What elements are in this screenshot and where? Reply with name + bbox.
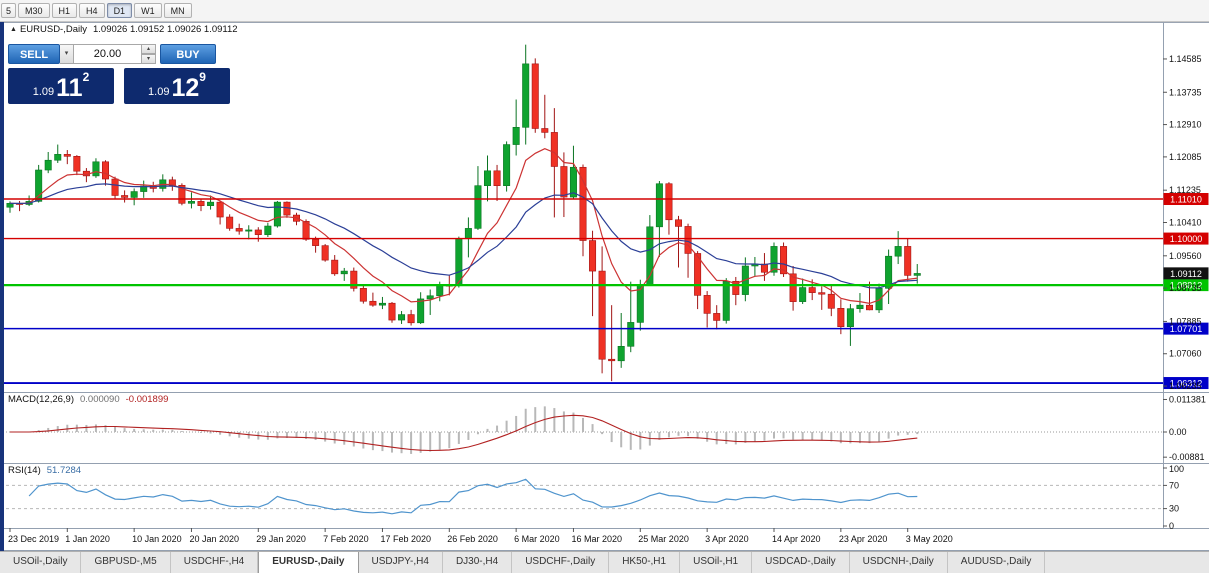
svg-text:1.07060: 1.07060 <box>1169 349 1202 359</box>
timeframe-button-w1[interactable]: W1 <box>134 3 162 18</box>
svg-text:1.08812: 1.08812 <box>1170 281 1203 291</box>
svg-text:16 Mar 2020: 16 Mar 2020 <box>571 534 622 544</box>
svg-text:1.08735: 1.08735 <box>1169 283 1202 293</box>
timeframe-button-h4[interactable]: H4 <box>79 3 105 18</box>
svg-text:1.11010: 1.11010 <box>1170 195 1202 205</box>
price-chart-canvas[interactable]: 1.110101.100001.088121.077011.063121.091… <box>0 22 1209 551</box>
svg-text:1.07885: 1.07885 <box>1169 316 1202 326</box>
macd-main-value: 0.000090 <box>80 394 120 405</box>
svg-text:1.06235: 1.06235 <box>1169 381 1202 391</box>
svg-text:14 Apr 2020: 14 Apr 2020 <box>772 534 821 544</box>
volume-dropdown-button[interactable]: ▾ <box>60 44 74 64</box>
chart-tab-usdchf-daily[interactable]: USDCHF-,Daily <box>512 552 610 573</box>
svg-text:1.14585: 1.14585 <box>1169 54 1202 64</box>
chart-tab-dj30-h4[interactable]: DJ30-,H4 <box>443 552 513 573</box>
chart-tab-bar: USOil-,Daily GBPUSD-,M5 USDCHF-,H4 EURUSD-,… <box>0 551 1209 573</box>
svg-text:1 Jan 2020: 1 Jan 2020 <box>65 534 110 544</box>
date-axis: 23 Dec 2019 1 Jan 2020 10 Jan 2020 20 Jan 2… <box>8 528 953 544</box>
ask-price-pip-digit: 9 <box>199 70 206 84</box>
sell-button[interactable]: SELL <box>8 44 60 64</box>
chart-window: 1.11010 1.10000 1.08812 1.07701 1.06312 1.091… <box>0 22 1209 551</box>
quote-row: 1.09 11 2 1.09 12 9 <box>8 68 230 104</box>
macd-name: MACD(12,26,9) <box>8 394 74 405</box>
timeframe-button-5[interactable]: 5 <box>1 3 17 18</box>
chart-tab-usoil-h1[interactable]: USOil-,H1 <box>680 552 753 573</box>
chart-tab-usdjpy-h4[interactable]: USDJPY-,H4 <box>359 552 443 573</box>
svg-text:1.09560: 1.09560 <box>1169 251 1202 261</box>
svg-text:0.00: 0.00 <box>1169 427 1187 437</box>
chart-tab-usdcnh-daily[interactable]: USDCNH-,Daily <box>850 552 948 573</box>
moving-average-lines <box>9 148 918 305</box>
one-click-trade-panel: SELL ▾ ▴ ▾ BUY 1.09 11 2 1.09 12 9 <box>8 44 230 104</box>
chart-tab-usoil-daily[interactable]: USOil-,Daily <box>0 552 82 573</box>
svg-text:30: 30 <box>1169 504 1179 514</box>
timeframe-button-d1[interactable]: D1 <box>106 3 133 18</box>
chart-tab-audusd-daily[interactable]: AUDUSD-,Daily <box>948 552 1046 573</box>
svg-text:0: 0 <box>1169 521 1174 531</box>
svg-text:100: 100 <box>1169 464 1184 474</box>
chart-tab-usdcad-daily[interactable]: USDCAD-,Daily <box>752 552 850 573</box>
ask-price-big-digits: 12 <box>171 74 200 102</box>
price-axis: 1.14585 1.13735 1.12910 1.12085 1.11235 1.104… <box>1163 54 1202 391</box>
window-border <box>0 22 4 551</box>
bid-price-prefix: 1.09 <box>32 86 55 98</box>
svg-text:6 Mar 2020: 6 Mar 2020 <box>514 534 560 544</box>
chart-title: ▲ EURUSD-,Daily 1.09026 1.09152 1.09026 1.… <box>10 24 238 35</box>
bid-price-big-digits: 11 <box>56 74 83 102</box>
svg-text:3 Apr 2020: 3 Apr 2020 <box>705 534 749 544</box>
svg-text:3 May 2020: 3 May 2020 <box>906 534 953 544</box>
bid-price-pip-digit: 2 <box>82 70 90 84</box>
volume-input[interactable] <box>74 44 142 64</box>
rsi-pane: 100 70 30 0 <box>0 464 1184 531</box>
svg-text:1.11235: 1.11235 <box>1169 185 1201 195</box>
chart-symbol-label: EURUSD-,Daily <box>19 24 87 35</box>
timeframe-toolbar: 5 M30 H1 H4 D1 W1 MN <box>0 0 1209 22</box>
svg-text:0.011381: 0.011381 <box>1169 394 1206 404</box>
svg-text:7 Feb 2020: 7 Feb 2020 <box>323 534 369 544</box>
svg-text:1.09112: 1.09112 <box>1170 269 1202 279</box>
support-resistance-lines[interactable]: 1.11010 1.10000 1.08812 1.07701 1.06312 1.091… <box>0 193 1209 390</box>
chart-tab-hk50-h1[interactable]: HK50-,H1 <box>609 552 681 573</box>
rsi-value: 51.7284 <box>46 465 82 476</box>
svg-text:1.10000: 1.10000 <box>1170 234 1203 244</box>
trade-controls-row: SELL ▾ ▴ ▾ BUY <box>8 44 230 64</box>
svg-text:10 Jan 2020: 10 Jan 2020 <box>132 534 182 544</box>
chart-tab-eurusd-daily[interactable]: EURUSD-,Daily <box>258 552 359 573</box>
svg-text:25 Mar 2020: 25 Mar 2020 <box>638 534 689 544</box>
svg-text:20 Jan 2020: 20 Jan 2020 <box>189 534 239 544</box>
svg-text:23 Dec 2019: 23 Dec 2019 <box>8 534 59 544</box>
chart-tab-gbpusd-m5[interactable]: GBPUSD-,M5 <box>81 552 171 573</box>
svg-text:1.13735: 1.13735 <box>1169 87 1202 97</box>
svg-text:1.06312: 1.06312 <box>1170 379 1203 389</box>
macd-indicator-label: MACD(12,26,9) 0.000090 -0.001899 <box>8 394 168 405</box>
ask-price-prefix: 1.09 <box>148 86 170 98</box>
timeframe-button-m30[interactable]: M30 <box>18 3 50 18</box>
svg-text:1.12085: 1.12085 <box>1169 152 1202 162</box>
chart-ohlc-values: 1.09026 1.09152 1.09026 1.09112 <box>92 24 238 35</box>
volume-stepper: ▴ ▾ <box>142 44 156 64</box>
ask-price[interactable]: 1.09 12 9 <box>124 68 230 104</box>
svg-text:26 Feb 2020: 26 Feb 2020 <box>447 534 498 544</box>
bid-price[interactable]: 1.09 11 2 <box>8 68 114 104</box>
collapse-icon: ▲ <box>10 26 17 33</box>
volume-down-button[interactable]: ▾ <box>142 54 156 64</box>
svg-text:1.07701: 1.07701 <box>1170 324 1203 334</box>
svg-text:29 Jan 2020: 29 Jan 2020 <box>256 534 306 544</box>
svg-text:17 Feb 2020: 17 Feb 2020 <box>380 534 431 544</box>
chart-tab-usdchf-h4[interactable]: USDCHF-,H4 <box>171 552 259 573</box>
svg-text:70: 70 <box>1169 480 1179 490</box>
buy-button[interactable]: BUY <box>160 44 216 64</box>
volume-up-button[interactable]: ▴ <box>142 44 156 54</box>
macd-signal-value: -0.001899 <box>125 394 169 405</box>
rsi-indicator-label: RSI(14) 51.7284 <box>8 465 81 476</box>
timeframe-button-mn[interactable]: MN <box>163 3 192 18</box>
svg-text:1.12910: 1.12910 <box>1169 120 1202 130</box>
svg-text:1.10410: 1.10410 <box>1169 218 1202 228</box>
svg-text:23 Apr 2020: 23 Apr 2020 <box>839 534 888 544</box>
svg-text:-0.00881: -0.00881 <box>1169 452 1205 462</box>
rsi-name: RSI(14) <box>8 465 41 476</box>
macd-pane: 0.011381 0.00 -0.00881 <box>0 394 1206 462</box>
timeframe-button-h1[interactable]: H1 <box>51 3 78 18</box>
